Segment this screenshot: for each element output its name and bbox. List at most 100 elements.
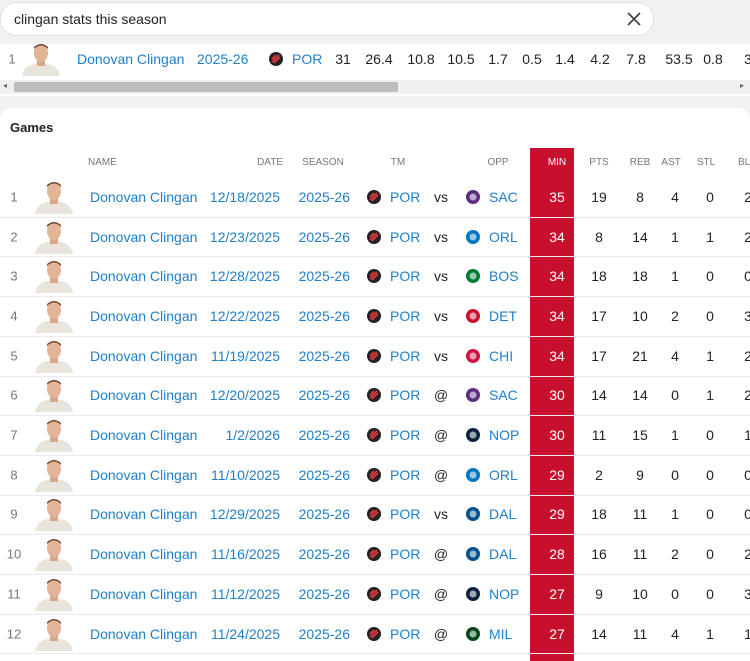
team[interactable]: POR	[390, 427, 421, 444]
game-date[interactable]: 12/18/2025	[209, 188, 280, 205]
opponent[interactable]: MIL	[489, 625, 513, 642]
column-header[interactable]: REB	[629, 157, 651, 168]
game-date[interactable]: 11/12/2025	[210, 585, 280, 602]
team[interactable]: POR	[390, 546, 421, 563]
team[interactable]: POR	[390, 466, 421, 483]
player-name[interactable]: Donovan Clingan	[90, 387, 198, 404]
game-date[interactable]: 11/16/2025	[210, 546, 280, 563]
player-name[interactable]: Donovan Clingan	[90, 506, 198, 523]
row-divider	[0, 494, 750, 496]
team[interactable]: POR	[390, 307, 421, 324]
season[interactable]: 2025-26	[298, 228, 350, 245]
opponent[interactable]: SAC	[489, 188, 518, 205]
player-name[interactable]: Donovan Clingan	[90, 188, 198, 205]
game-date[interactable]: 1/2/2026	[225, 427, 281, 444]
season[interactable]: 2025-26	[298, 466, 350, 483]
summary-player[interactable]: Donovan Clingan	[77, 51, 185, 67]
player-avatar	[35, 618, 73, 651]
season[interactable]: 2025-26	[298, 546, 350, 563]
game-date[interactable]: 11/24/2025	[210, 625, 280, 642]
stat-cell: 18	[591, 268, 607, 285]
column-header[interactable]: TM	[390, 157, 406, 168]
stat-cell: 30	[549, 387, 565, 404]
player-avatar	[35, 221, 73, 254]
column-header[interactable]: STL	[696, 157, 716, 168]
column-header[interactable]: MIN	[547, 157, 567, 168]
summary-season[interactable]: 2025-26	[197, 51, 249, 67]
column-header[interactable]: BLK	[738, 157, 750, 168]
scroll-right[interactable]: ▸	[740, 81, 745, 90]
team[interactable]: POR	[390, 506, 421, 523]
location: @	[433, 466, 449, 483]
opponent[interactable]: NOP	[489, 427, 520, 444]
stat-cell: 27	[549, 625, 565, 642]
scrollbar-thumb[interactable]	[14, 82, 398, 92]
location: @	[433, 546, 449, 563]
season[interactable]: 2025-26	[298, 307, 350, 324]
stat-cell: 10	[632, 307, 648, 324]
stat-cell: 2	[595, 466, 603, 483]
season[interactable]: 2025-26	[298, 506, 350, 523]
column-header[interactable]: SEASON	[302, 157, 344, 168]
player-name[interactable]: Donovan Clingan	[90, 585, 198, 602]
scroll-left[interactable]: ◂	[3, 81, 8, 90]
game-date[interactable]: 12/22/2025	[209, 307, 280, 324]
column-header[interactable]: DATE	[257, 157, 283, 168]
column-header[interactable]: PTS	[589, 157, 609, 168]
player-name[interactable]: Donovan Clingan	[90, 228, 198, 245]
opponent-logo	[466, 269, 480, 284]
game-date[interactable]: 12/29/2025	[209, 506, 280, 523]
player-name[interactable]: Donovan Clingan	[90, 307, 198, 324]
row-divider	[0, 454, 750, 456]
row-divider	[0, 375, 750, 377]
game-date[interactable]: 11/10/2025	[210, 466, 280, 483]
player-avatar	[22, 44, 60, 76]
game-date[interactable]: 12/23/2025	[209, 228, 280, 245]
game-date[interactable]: 12/28/2025	[209, 268, 280, 285]
team[interactable]: POR	[390, 188, 421, 205]
season[interactable]: 2025-26	[298, 268, 350, 285]
game-date[interactable]: 11/19/2025	[210, 347, 280, 364]
player-avatar	[35, 380, 73, 413]
game-date[interactable]: 12/20/2025	[209, 387, 280, 404]
opponent-logo	[466, 626, 480, 641]
search-box[interactable]	[0, 2, 654, 36]
column-header[interactable]: OPP	[487, 157, 509, 168]
stat-cell: 0	[706, 268, 714, 285]
team[interactable]: POR	[390, 387, 421, 404]
team[interactable]: POR	[390, 347, 421, 364]
team[interactable]: POR	[390, 585, 421, 602]
player-name[interactable]: Donovan Clingan	[90, 347, 198, 364]
season[interactable]: 2025-26	[298, 585, 350, 602]
opponent[interactable]: CHI	[489, 347, 514, 364]
opponent[interactable]: ORL	[489, 466, 518, 483]
opponent[interactable]: ORL	[489, 228, 518, 245]
search-query[interactable]: clingan stats this season	[14, 11, 167, 27]
season[interactable]: 2025-26	[298, 347, 350, 364]
column-header[interactable]: NAME	[88, 157, 117, 168]
summary-team[interactable]: POR	[292, 51, 323, 67]
opponent[interactable]: BOS	[489, 268, 519, 285]
player-name[interactable]: Donovan Clingan	[90, 546, 198, 563]
column-header[interactable]: AST	[661, 157, 681, 168]
season[interactable]: 2025-26	[298, 625, 350, 642]
player-name[interactable]: Donovan Clingan	[90, 625, 198, 642]
opponent[interactable]: NOP	[489, 585, 520, 602]
player-name[interactable]: Donovan Clingan	[90, 427, 198, 444]
team[interactable]: POR	[390, 228, 421, 245]
opponent[interactable]: DAL	[489, 506, 517, 523]
team[interactable]: POR	[390, 268, 421, 285]
opponent[interactable]: SAC	[489, 387, 518, 404]
opponent[interactable]: DET	[489, 307, 517, 324]
player-name[interactable]: Donovan Clingan	[90, 466, 198, 483]
player-avatar	[35, 261, 73, 294]
clear-icon[interactable]	[626, 11, 642, 27]
team[interactable]: POR	[390, 625, 421, 642]
opponent[interactable]: DAL	[489, 546, 517, 563]
player-name[interactable]: Donovan Clingan	[90, 268, 198, 285]
season[interactable]: 2025-26	[298, 188, 350, 205]
stat-cell: 4	[671, 188, 679, 205]
player-avatar	[35, 578, 73, 611]
season[interactable]: 2025-26	[298, 387, 350, 404]
season[interactable]: 2025-26	[298, 427, 350, 444]
